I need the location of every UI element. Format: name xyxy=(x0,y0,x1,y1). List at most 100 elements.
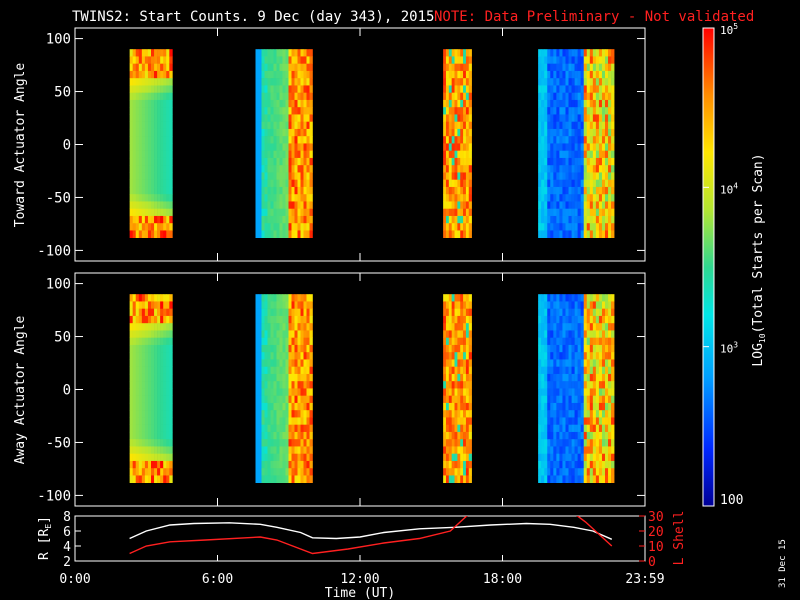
heatmap-cell xyxy=(445,70,450,79)
heatmap-cell xyxy=(294,475,298,483)
heatmap-cell xyxy=(589,63,594,72)
heatmap-cell xyxy=(276,475,280,483)
heatmap-cell xyxy=(454,136,458,144)
heatmap-cell xyxy=(571,208,575,217)
heatmap-cell xyxy=(291,373,295,382)
heatmap-cell xyxy=(144,56,149,64)
heatmap-cell xyxy=(169,402,173,411)
heatmap-cell xyxy=(135,453,140,462)
heatmap-cell xyxy=(154,121,158,130)
heatmap-cell xyxy=(463,121,467,130)
heatmap-cell xyxy=(132,366,137,375)
heatmap-cell xyxy=(448,223,452,231)
heatmap-cell xyxy=(547,294,551,302)
heatmap-cell xyxy=(553,453,557,462)
heatmap-cell xyxy=(255,388,259,396)
heatmap-cell xyxy=(309,208,313,217)
heatmap-cell xyxy=(601,475,606,483)
heatmap-cell xyxy=(595,431,600,440)
heatmap-cell xyxy=(547,344,551,353)
heatmap-cell xyxy=(580,315,585,324)
heatmap-cell xyxy=(574,323,578,331)
heatmap-cell xyxy=(601,308,606,317)
heatmap-cell xyxy=(141,223,146,231)
heatmap-cell xyxy=(568,179,572,188)
heatmap-cell xyxy=(306,381,310,389)
heatmap-cell xyxy=(297,186,301,195)
heatmap-cell xyxy=(592,373,597,382)
heatmap-cell xyxy=(138,107,143,115)
heatmap-cell xyxy=(565,337,569,346)
heatmap-cell xyxy=(300,114,304,122)
heatmap-cell xyxy=(129,99,133,108)
heatmap-cell xyxy=(586,337,591,346)
heatmap-cell xyxy=(144,114,149,122)
heatmap-cell xyxy=(294,172,298,180)
heatmap-cell xyxy=(550,366,554,375)
heatmap-cell xyxy=(465,121,470,130)
heatmap-cell xyxy=(538,114,542,122)
heatmap-cell xyxy=(541,315,545,324)
heatmap-cell xyxy=(169,453,173,462)
heatmap-cell xyxy=(309,63,313,72)
heatmap-cell xyxy=(166,143,170,151)
heatmap-cell xyxy=(169,431,173,440)
heatmap-cell xyxy=(154,172,158,180)
heatmap-cell xyxy=(160,194,164,202)
heatmap-cell xyxy=(163,475,167,483)
heatmap-cell xyxy=(595,194,600,202)
heatmap-cell xyxy=(574,344,578,353)
heatmap-cell xyxy=(163,410,167,418)
heatmap-cell xyxy=(144,99,149,108)
heatmap-cell xyxy=(586,78,591,86)
heatmap-cell xyxy=(445,165,450,173)
heatmap-cell xyxy=(267,99,271,108)
heatmap-cell xyxy=(463,431,467,440)
heatmap-cell xyxy=(605,230,609,238)
heatmap-cell xyxy=(465,323,470,331)
heatmap-cell xyxy=(577,208,581,217)
heatmap-cell xyxy=(138,114,143,122)
heatmap-cell xyxy=(568,366,572,375)
heatmap-cell xyxy=(306,165,310,173)
y-tick-label: 50 xyxy=(54,85,71,101)
heatmap-cell xyxy=(129,308,133,317)
heatmap-cell xyxy=(445,315,450,324)
heatmap-cell xyxy=(288,294,292,302)
heatmap-cell xyxy=(571,179,575,188)
heatmap-cell xyxy=(270,381,274,389)
heatmap-cell xyxy=(605,114,609,122)
heatmap-cell xyxy=(568,150,572,159)
heatmap-cell xyxy=(138,352,143,360)
heatmap-cell xyxy=(468,136,472,144)
heatmap-cell xyxy=(138,301,143,309)
heatmap-cell xyxy=(151,56,155,64)
heatmap-cell xyxy=(553,172,557,180)
heatmap-cell xyxy=(611,165,615,173)
heatmap-cell xyxy=(577,323,581,331)
heatmap-cell xyxy=(443,208,447,217)
heatmap-cell xyxy=(457,114,461,122)
heatmap-cell xyxy=(157,121,161,130)
colorbar-tick-label: 104 xyxy=(720,181,738,196)
heatmap-cell xyxy=(445,186,450,195)
heatmap-cell xyxy=(279,323,283,331)
heatmap-cell xyxy=(160,70,164,79)
heatmap-cell xyxy=(443,388,447,396)
heatmap-cell xyxy=(279,475,283,483)
heatmap-cell xyxy=(291,352,295,360)
heatmap-cell xyxy=(586,460,591,469)
heatmap-cell xyxy=(163,78,167,86)
heatmap-cell xyxy=(550,337,554,346)
heatmap-cell xyxy=(538,308,542,317)
toward-segment-2 xyxy=(443,49,472,238)
heatmap-cell xyxy=(138,136,143,144)
heatmap-cell xyxy=(273,201,277,209)
heatmap-cell xyxy=(443,143,447,151)
heatmap-cell xyxy=(157,431,161,440)
time-tick-label: 0:00 xyxy=(59,572,90,587)
heatmap-cell xyxy=(468,439,472,447)
heatmap-cell xyxy=(592,136,597,144)
heatmap-cell xyxy=(448,179,452,188)
heatmap-cell xyxy=(291,114,295,122)
